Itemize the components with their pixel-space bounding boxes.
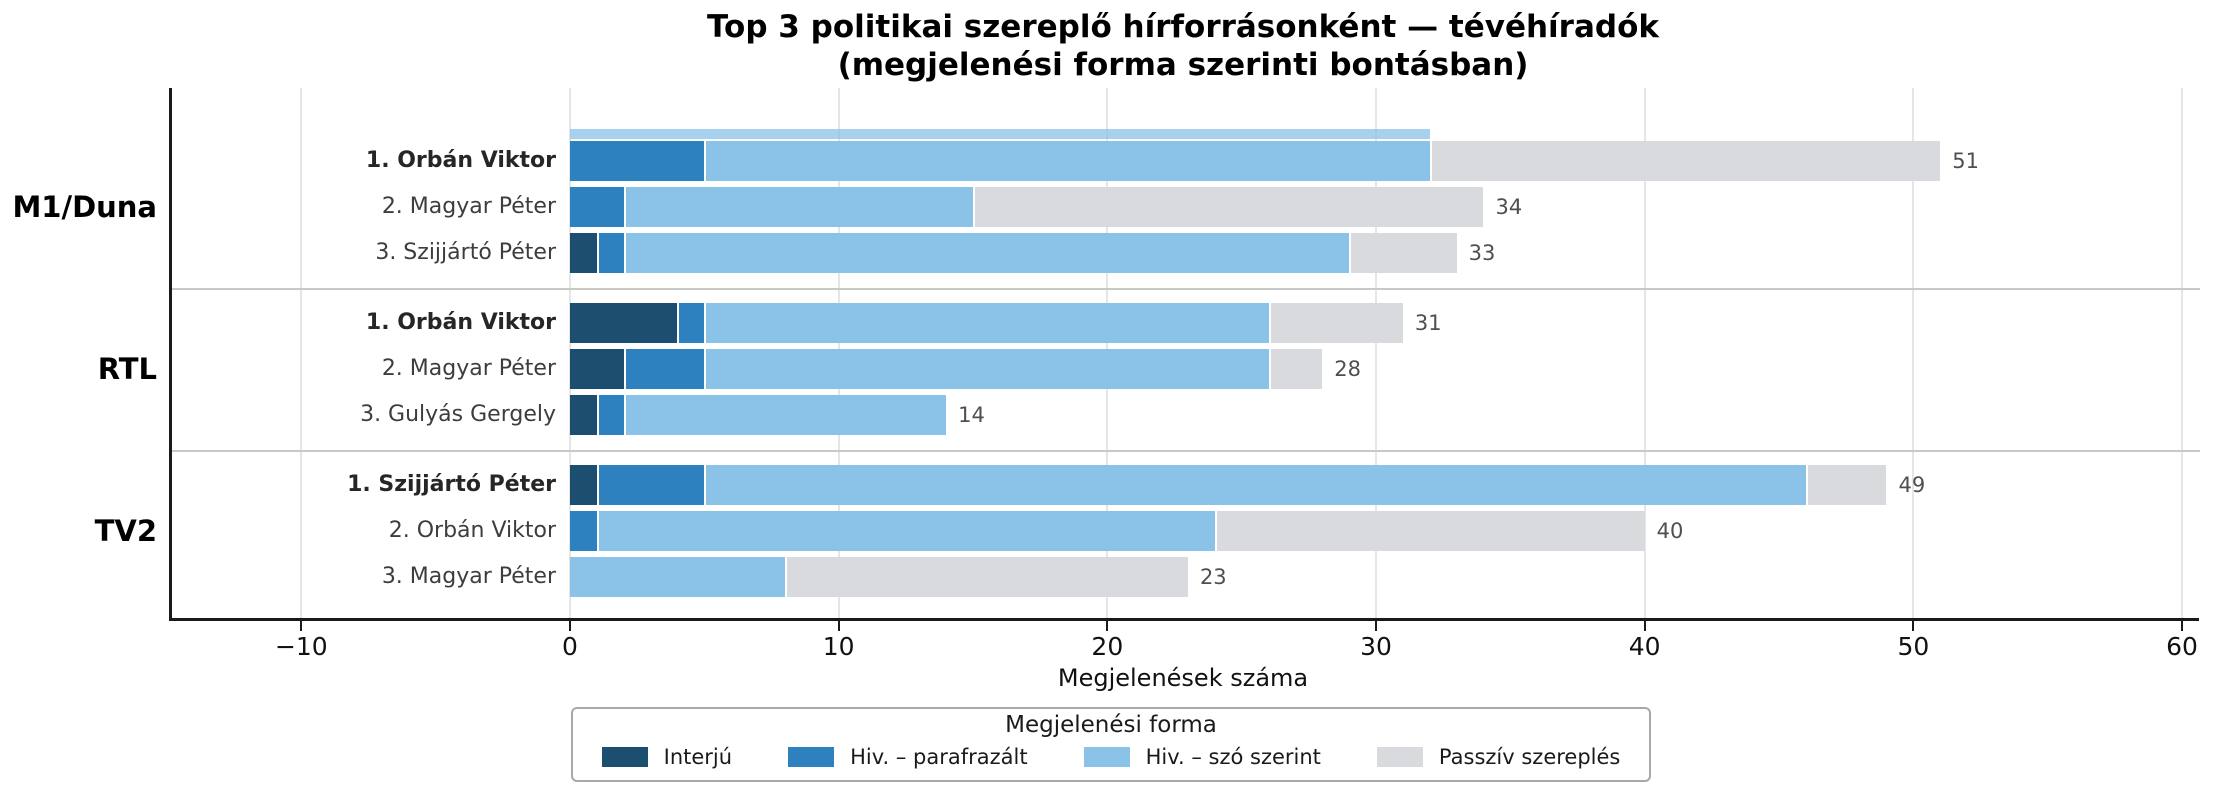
legend-title: Megjelenési forma	[1005, 712, 1217, 738]
x-tick	[837, 621, 840, 631]
bar-row-label: 1. Orbán Viktor	[365, 310, 556, 335]
x-tick	[2181, 621, 2184, 631]
chart-title-line2: (megjelenési forma szerinti bontásban)	[837, 47, 1529, 83]
bar-value-label: 34	[1495, 195, 1523, 219]
bar-segment-1	[596, 395, 624, 435]
bar-segment-1	[677, 303, 705, 343]
x-tick	[1643, 621, 1646, 631]
chart-title-line1: Top 3 politikai szereplő hírforrásonként…	[707, 9, 1659, 45]
bar-segment-1	[596, 233, 624, 273]
legend-box: Megjelenési forma Interjú Hiv. – parafraz…	[571, 707, 1651, 782]
x-tick	[1106, 621, 1109, 631]
bar-segment-2	[704, 465, 1806, 505]
gridline	[1643, 88, 1646, 618]
bar-segment-2	[596, 511, 1215, 551]
bar-value-label: 31	[1414, 311, 1442, 335]
group-label: M1/Duna	[12, 190, 157, 224]
bar-segment-2	[704, 303, 1269, 343]
legend-swatch	[1083, 747, 1130, 767]
group-label: TV2	[94, 514, 157, 548]
x-tick-label: 50	[1897, 632, 1930, 661]
x-tick	[300, 621, 303, 631]
bar-segment-2	[623, 187, 973, 227]
bar-segment-1	[570, 187, 624, 227]
legend-entry: Interjú	[601, 745, 733, 769]
bar-segment-0	[570, 303, 678, 343]
bar-segment-1	[596, 465, 705, 505]
gridline	[300, 88, 303, 618]
group-label: RTL	[97, 352, 157, 386]
bar-segment-0	[570, 395, 597, 435]
bar-segment-2	[623, 395, 947, 435]
bar-segment-1	[570, 511, 597, 551]
bar-row-label: 2. Magyar Péter	[381, 356, 556, 381]
bar-value-label: 51	[1952, 149, 1979, 173]
chart-title: Top 3 politikai szereplő hírforrásonként…	[170, 8, 2196, 84]
bar-value-label: 49	[1898, 473, 1926, 497]
x-tick	[1912, 621, 1915, 631]
bar-segment-2	[704, 141, 1430, 181]
bar-segment-1	[570, 141, 705, 181]
bar-segment-3	[1214, 511, 1645, 551]
x-tick	[1375, 621, 1377, 631]
bar-value-label: 14	[958, 403, 985, 427]
legend-entry: Hiv. – szó szerint	[1083, 745, 1321, 769]
bar-segment-1	[623, 349, 705, 389]
gridline	[1375, 88, 1377, 618]
group-separator	[170, 450, 2200, 452]
bar-segment-0	[570, 465, 597, 505]
bar-row-label: 3. Gulyás Gergely	[360, 402, 556, 427]
x-tick-label: 0	[562, 632, 578, 661]
bar-row-label: 2. Magyar Péter	[381, 194, 556, 219]
x-tick-label: −10	[274, 632, 328, 661]
bar-segment-0	[570, 233, 597, 273]
x-tick-label: 40	[1628, 632, 1661, 661]
bar-segment-2	[704, 349, 1269, 389]
gridline	[2181, 88, 2184, 618]
bar-overflow-strip	[570, 129, 1430, 139]
bar-row-label: 3. Magyar Péter	[381, 564, 556, 589]
bar-segment-3	[1805, 465, 1887, 505]
x-tick	[569, 621, 571, 631]
bar-segment-3	[1268, 349, 1323, 389]
legend-entry: Passzív szereplés	[1376, 745, 1621, 769]
x-tick-label: 20	[1091, 632, 1124, 661]
legend-label: Hiv. – szó szerint	[1145, 745, 1321, 769]
x-axis-spine	[169, 618, 2199, 621]
legend-swatch	[601, 747, 648, 767]
bar-segment-3	[973, 187, 1484, 227]
legend-swatch	[788, 747, 835, 767]
bar-row-label: 1. Orbán Viktor	[365, 148, 556, 173]
x-tick-label: 60	[2166, 632, 2198, 661]
bar-value-label: 28	[1334, 357, 1361, 381]
bar-segment-2	[623, 233, 1350, 273]
bar-segment-0	[570, 349, 624, 389]
bar-row-label: 3. Szijjártó Péter	[375, 240, 556, 265]
bar-value-label: 23	[1199, 565, 1227, 589]
group-separator	[170, 288, 2200, 290]
legend-label: Passzív szereplés	[1438, 745, 1621, 769]
bar-segment-2	[570, 557, 785, 597]
bar-row-label: 2. Orbán Viktor	[388, 518, 556, 543]
x-tick-label: 10	[822, 632, 855, 661]
bar-segment-3	[1429, 141, 1941, 181]
bar-segment-3	[1349, 233, 1457, 273]
bar-value-label: 33	[1468, 241, 1496, 265]
legend-entries: Interjú Hiv. – parafrazált Hiv. – szó szer…	[573, 745, 1649, 769]
bar-value-label: 40	[1656, 519, 1684, 543]
y-axis-spine	[169, 88, 172, 621]
bar-segment-3	[1268, 303, 1403, 343]
bar-segment-3	[784, 557, 1188, 597]
legend-label: Hiv. – parafrazált	[850, 745, 1028, 769]
legend-label: Interjú	[663, 745, 733, 769]
x-axis-label: Megjelenések száma	[1057, 664, 1309, 692]
x-tick-label: 30	[1360, 632, 1392, 661]
legend-entry: Hiv. – parafrazált	[788, 745, 1028, 769]
legend-swatch	[1376, 747, 1423, 767]
bar-row-label: 1. Szijjártó Péter	[347, 472, 556, 497]
gridline	[1912, 88, 1915, 618]
